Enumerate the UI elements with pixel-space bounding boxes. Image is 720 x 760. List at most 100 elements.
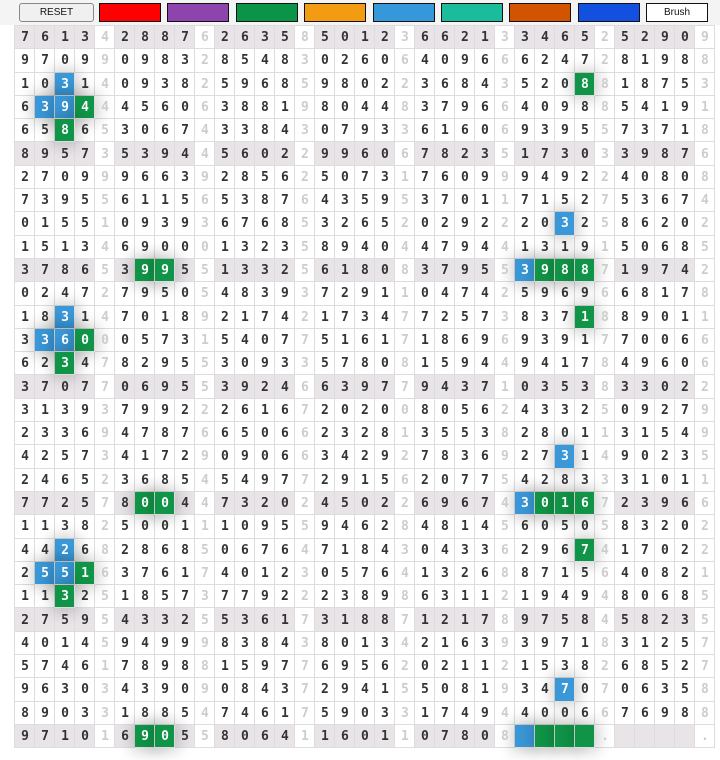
grid-cell[interactable]: [215, 491, 235, 516]
grid-cell[interactable]: [275, 189, 295, 213]
grid-cell[interactable]: [415, 282, 435, 306]
grid-cell[interactable]: [555, 142, 575, 166]
grid-cell[interactable]: [15, 328, 35, 353]
grid-cell[interactable]: [635, 258, 655, 283]
grid-cell[interactable]: [575, 701, 595, 725]
grid-cell[interactable]: [335, 724, 355, 749]
grid-cell[interactable]: [415, 561, 435, 586]
grid-cell[interactable]: [415, 445, 435, 469]
separator-cell[interactable]: [495, 491, 515, 516]
grid-cell[interactable]: [375, 189, 395, 213]
grid-cell[interactable]: [155, 142, 175, 166]
separator-cell[interactable]: [395, 282, 415, 306]
grid-cell[interactable]: [115, 608, 135, 632]
grid-cell[interactable]: [355, 678, 375, 702]
grid-cell[interactable]: [455, 468, 475, 492]
separator-cell[interactable]: [495, 328, 515, 353]
grid-cell[interactable]: [435, 678, 455, 702]
grid-cell[interactable]: [655, 142, 675, 166]
grid-cell[interactable]: [535, 258, 555, 283]
grid-cell[interactable]: [575, 328, 595, 353]
grid-cell[interactable]: [515, 212, 535, 236]
grid-cell[interactable]: [455, 72, 475, 96]
grid-cell[interactable]: [435, 26, 455, 50]
color-swatch-6[interactable]: [441, 3, 503, 22]
grid-cell[interactable]: [235, 585, 255, 609]
grid-cell[interactable]: [75, 375, 95, 399]
separator-cell[interactable]: [495, 422, 515, 446]
grid-cell[interactable]: [235, 189, 255, 213]
separator-cell[interactable]: [295, 468, 315, 492]
grid-cell[interactable]: [155, 724, 175, 749]
grid-cell[interactable]: [475, 352, 495, 376]
grid-cell[interactable]: [415, 491, 435, 516]
grid-cell[interactable]: [635, 189, 655, 213]
grid-cell[interactable]: [575, 491, 595, 516]
grid-cell[interactable]: [55, 491, 75, 516]
grid-cell[interactable]: [135, 282, 155, 306]
grid-cell[interactable]: [655, 212, 675, 236]
grid-cell[interactable]: [315, 119, 335, 143]
grid-cell[interactable]: [335, 235, 355, 259]
grid-cell[interactable]: [315, 631, 335, 656]
grid-cell[interactable]: [55, 328, 75, 353]
grid-cell[interactable]: [275, 538, 295, 562]
separator-cell[interactable]: [695, 235, 715, 259]
grid-cell[interactable]: [355, 422, 375, 446]
grid-cell[interactable]: [15, 701, 35, 725]
separator-cell[interactable]: [195, 235, 215, 259]
grid-cell[interactable]: [515, 538, 535, 562]
grid-cell[interactable]: [675, 165, 695, 190]
grid-cell[interactable]: [455, 608, 475, 632]
grid-cell[interactable]: [355, 608, 375, 632]
grid-cell[interactable]: [575, 189, 595, 213]
separator-cell[interactable]: [395, 26, 415, 50]
grid-cell[interactable]: [275, 678, 295, 702]
separator-cell[interactable]: [295, 724, 315, 749]
grid-cell[interactable]: [375, 305, 395, 329]
grid-cell[interactable]: [35, 352, 55, 376]
grid-cell[interactable]: [475, 328, 495, 353]
grid-cell[interactable]: [355, 212, 375, 236]
grid-cell[interactable]: [675, 212, 695, 236]
grid-cell[interactable]: [375, 328, 395, 353]
grid-cell[interactable]: [575, 631, 595, 656]
grid-cell[interactable]: [155, 655, 175, 679]
grid-cell[interactable]: [115, 95, 135, 120]
grid-cell[interactable]: [255, 26, 275, 50]
grid-cell[interactable]: [535, 305, 555, 329]
grid-cell[interactable]: [455, 49, 475, 73]
grid-cell[interactable]: [535, 445, 555, 469]
grid-cell[interactable]: [555, 95, 575, 120]
grid-cell[interactable]: [235, 491, 255, 516]
grid-cell[interactable]: [135, 49, 155, 73]
separator-cell[interactable]: [595, 235, 615, 259]
grid-cell[interactable]: [235, 678, 255, 702]
grid-cell[interactable]: [655, 538, 675, 562]
grid-cell[interactable]: [475, 445, 495, 469]
grid-cell[interactable]: [515, 189, 535, 213]
grid-cell[interactable]: [315, 212, 335, 236]
grid-cell[interactable]: [355, 375, 375, 399]
separator-cell[interactable]: [95, 724, 115, 749]
grid-cell[interactable]: [555, 189, 575, 213]
separator-cell[interactable]: [95, 538, 115, 562]
grid-cell[interactable]: [15, 95, 35, 120]
grid-cell[interactable]: [315, 328, 335, 353]
grid-cell[interactable]: [375, 72, 395, 96]
separator-cell[interactable]: [195, 491, 215, 516]
grid-cell[interactable]: [175, 282, 195, 306]
grid-cell[interactable]: [375, 468, 395, 492]
grid-cell[interactable]: [175, 561, 195, 586]
grid-cell[interactable]: [375, 258, 395, 283]
separator-cell[interactable]: [295, 631, 315, 656]
separator-cell[interactable]: [395, 328, 415, 353]
grid-cell[interactable]: [415, 515, 435, 539]
grid-cell[interactable]: [475, 422, 495, 446]
grid-cell[interactable]: [515, 95, 535, 120]
grid-cell[interactable]: [315, 72, 335, 96]
grid-cell[interactable]: [475, 375, 495, 399]
grid-cell[interactable]: [535, 142, 555, 166]
grid-cell[interactable]: [455, 491, 475, 516]
grid-cell[interactable]: [215, 352, 235, 376]
